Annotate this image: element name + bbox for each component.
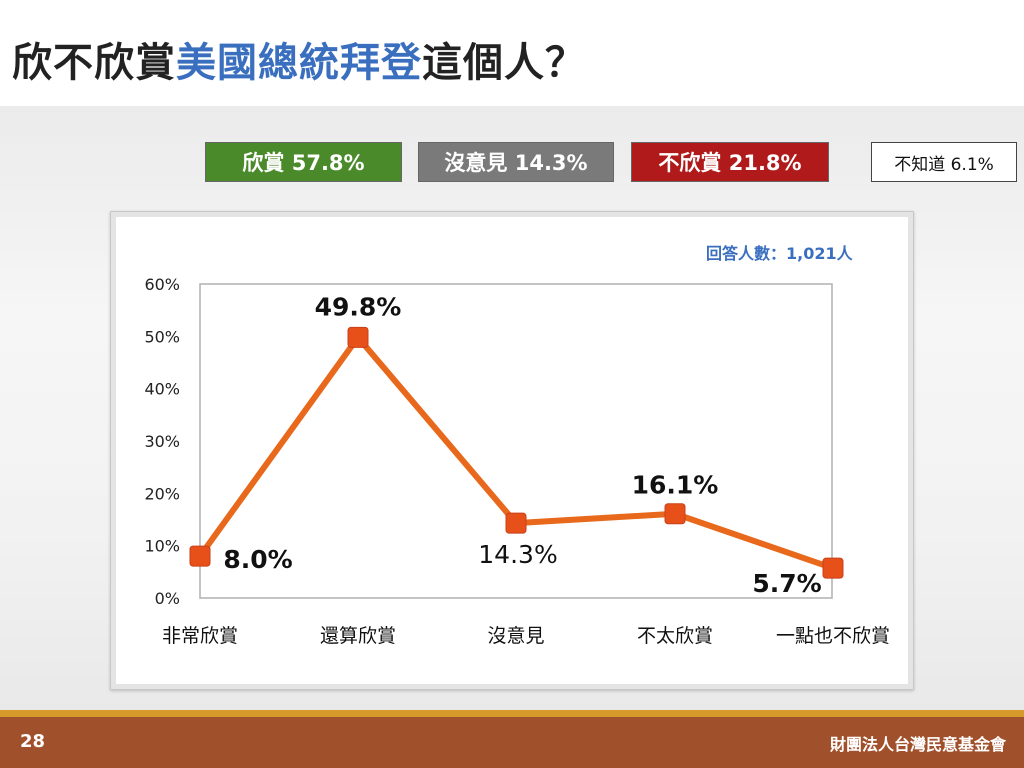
- organization-name: 財團法人台灣民意基金會: [829, 735, 1006, 754]
- page-number: 28: [20, 731, 46, 752]
- y-tick-label: 0%: [155, 589, 180, 608]
- data-value-label: 16.1%: [632, 471, 719, 500]
- summary-unknown-badge: 不知道 6.1%: [871, 142, 1017, 182]
- y-tick-label: 50%: [144, 327, 180, 346]
- summary-neutral-badge: 沒意見 14.3%: [418, 142, 614, 182]
- y-tick-label: 40%: [144, 380, 180, 399]
- x-category-label: 還算欣賞: [320, 625, 396, 647]
- data-value-label: 14.3%: [478, 540, 557, 569]
- y-axis-ticks: 0% 10% 20% 30% 40% 50% 60%: [144, 275, 180, 608]
- title-prefix: 欣不欣賞: [12, 40, 176, 86]
- y-tick-label: 60%: [144, 275, 180, 294]
- data-point-marker: [822, 557, 844, 579]
- x-category-label: 沒意見: [487, 625, 544, 647]
- data-point-marker: [347, 326, 369, 348]
- title-suffix: 這個人？: [422, 40, 586, 86]
- x-category-label: 非常欣賞: [162, 625, 238, 647]
- x-category-label: 一點也不欣賞: [776, 625, 890, 647]
- data-point-marker: [664, 503, 686, 525]
- summary-approve-badge: 欣賞 57.8%: [205, 142, 402, 182]
- data-value-label: 8.0%: [223, 545, 292, 574]
- title-highlight: 美國總統拜登: [176, 40, 422, 86]
- data-point-marker: [505, 512, 527, 534]
- y-tick-label: 30%: [144, 432, 180, 451]
- footer: 28 財團法人台灣民意基金會: [0, 717, 1024, 768]
- series-line-group: [189, 326, 844, 579]
- respondents-count: 回答人數：1,021人: [706, 244, 853, 263]
- footer-accent-line: [0, 710, 1024, 717]
- data-labels: 8.0% 49.8% 14.3% 16.1% 5.7%: [223, 292, 821, 598]
- plot-area: [199, 283, 833, 599]
- x-axis-labels: 非常欣賞 還算欣賞 沒意見 不太欣賞 一點也不欣賞: [162, 625, 890, 647]
- data-value-label: 49.8%: [315, 292, 402, 321]
- page-title: 欣不欣賞美國總統拜登這個人？: [12, 30, 586, 88]
- data-value-label: 5.7%: [752, 569, 821, 598]
- x-category-label: 不太欣賞: [637, 625, 713, 647]
- y-tick-label: 10%: [144, 537, 180, 556]
- header: 欣不欣賞美國總統拜登這個人？: [0, 0, 1024, 106]
- y-tick-label: 20%: [144, 484, 180, 503]
- summary-disapprove-badge: 不欣賞 21.8%: [631, 142, 829, 182]
- data-point-marker: [189, 545, 211, 567]
